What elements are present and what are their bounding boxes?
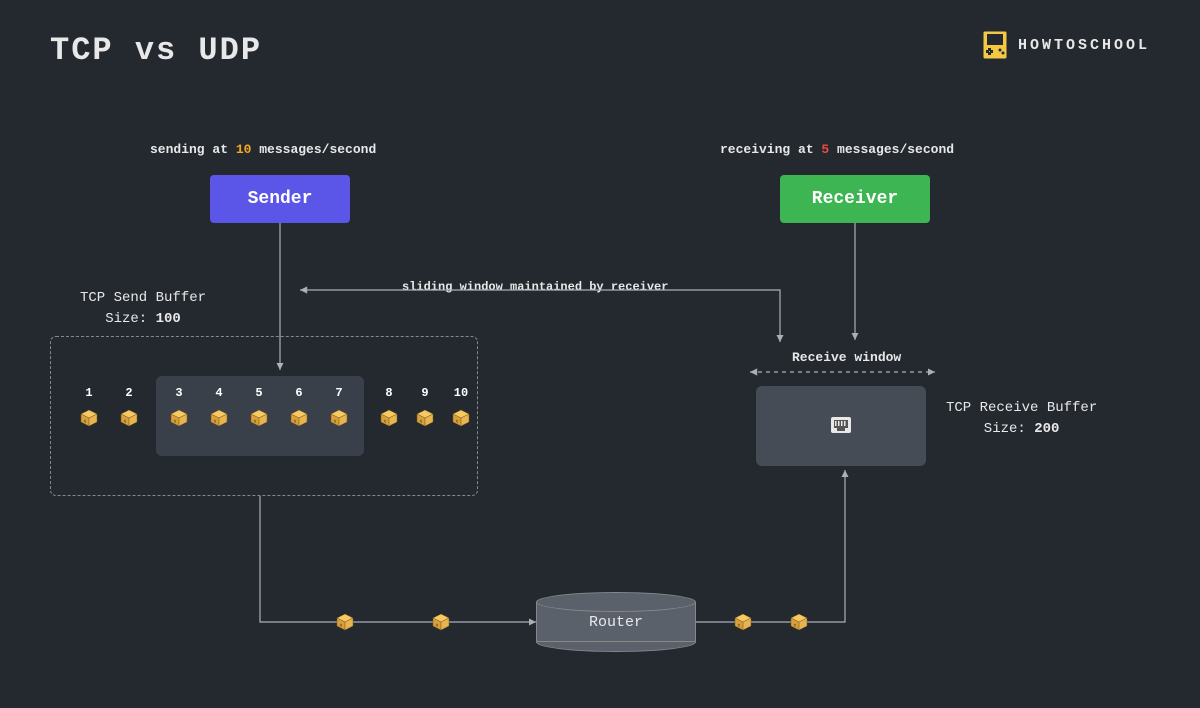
packet-2: 2 (118, 408, 140, 428)
transit-packet (732, 612, 754, 632)
transit-packet (430, 612, 452, 632)
sender-node: Sender (210, 175, 350, 223)
sender-rate-label: sending at 10 messages/second (150, 142, 376, 157)
packet-3: 3 (168, 408, 190, 428)
packet-number: 3 (175, 386, 182, 400)
packet-4: 4 (208, 408, 230, 428)
receiver-node: Receiver (780, 175, 930, 223)
packet-number: 10 (454, 386, 468, 400)
receiver-rate-label: receiving at 5 messages/second (720, 142, 954, 157)
router-label: Router (536, 614, 696, 631)
ethernet-port-icon (830, 414, 852, 436)
sliding-window-label: sliding window maintained by receiver (402, 280, 668, 294)
packet-8: 8 (378, 408, 400, 428)
router-node: Router (536, 592, 696, 652)
packet-number: 7 (335, 386, 342, 400)
packet-1: 1 (78, 408, 100, 428)
receive-buffer-label: TCP Receive Buffer Size: 200 (946, 398, 1097, 440)
packet-9: 9 (414, 408, 436, 428)
transit-packet (788, 612, 810, 632)
gameboy-icon (982, 30, 1008, 60)
packet-number: 5 (255, 386, 262, 400)
send-buffer-label: TCP Send Buffer Size: 100 (80, 288, 206, 330)
brand-text: HOWTOSCHOOL (1018, 37, 1150, 54)
packet-number: 6 (295, 386, 302, 400)
packet-number: 9 (421, 386, 428, 400)
brand-logo: HOWTOSCHOOL (982, 30, 1150, 60)
receive-window-label: Receive window (792, 350, 901, 365)
packet-number: 4 (215, 386, 222, 400)
packet-5: 5 (248, 408, 270, 428)
packet-number: 1 (85, 386, 92, 400)
packet-10: 10 (450, 408, 472, 428)
packet-6: 6 (288, 408, 310, 428)
packet-7: 7 (328, 408, 350, 428)
packet-number: 2 (125, 386, 132, 400)
page-title: TCP vs UDP (50, 32, 262, 69)
transit-packet (334, 612, 356, 632)
packet-number: 8 (385, 386, 392, 400)
